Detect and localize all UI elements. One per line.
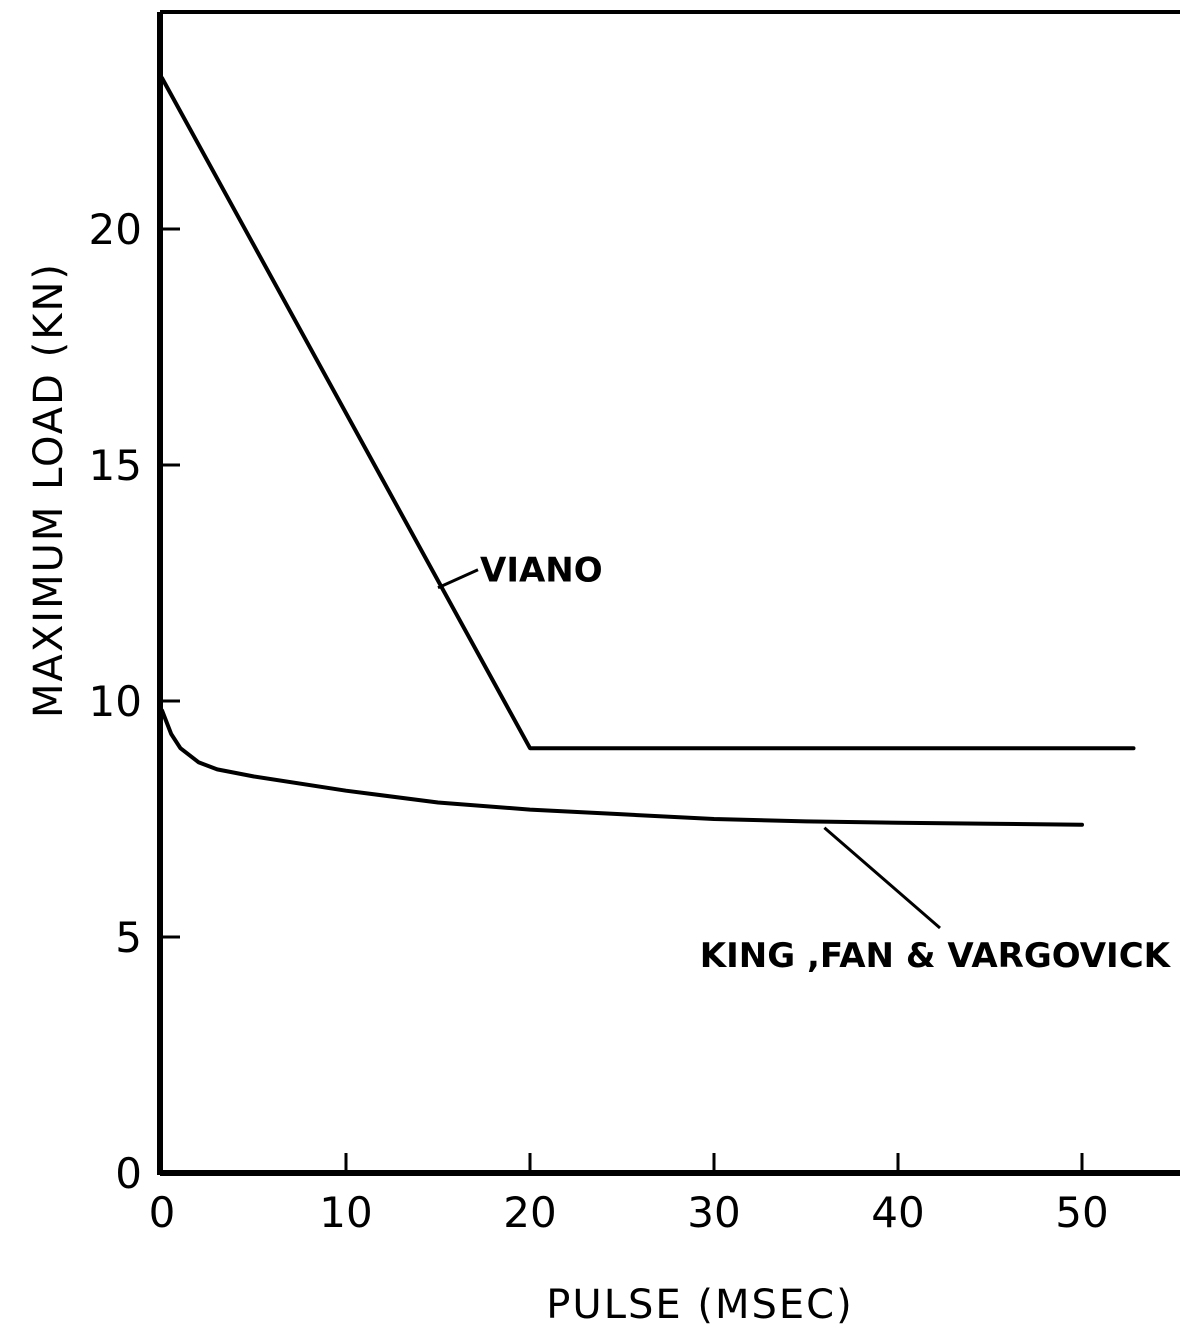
y-axis-title: MAXIMUM LOAD (KN) — [26, 262, 72, 718]
annotation-leader-line — [823, 826, 941, 930]
annotation-layer: VIANO KING ,FAN & VARGOVICK — [437, 551, 1172, 976]
y-tick-label: 0 — [115, 1149, 142, 1198]
x-tick-label: 10 — [319, 1188, 372, 1237]
x-tick-label: 50 — [1055, 1188, 1108, 1237]
x-tick-label: 30 — [687, 1188, 740, 1237]
series-line-viano — [160, 76, 1136, 751]
annotation-label: KING ,FAN & VARGOVICK — [700, 936, 1172, 976]
y-tick-label: 5 — [115, 913, 142, 962]
y-tick-label: 10 — [89, 677, 142, 726]
x-tick-label: 40 — [871, 1188, 924, 1237]
y-axis-ticks: 0 5 10 15 20 — [89, 205, 180, 1198]
x-tick-label: 0 — [149, 1188, 176, 1237]
y-tick-label: 15 — [89, 441, 142, 490]
annotation-leader-line — [437, 568, 479, 590]
plot-frame — [157, 10, 1180, 1176]
series-layer — [160, 76, 1136, 827]
series-line-king-fan-vargovick — [160, 708, 1084, 827]
y-tick-label: 20 — [89, 205, 142, 254]
x-axis-ticks: 0 10 20 30 40 50 — [149, 1153, 1109, 1237]
annotation-label: VIANO — [480, 551, 603, 591]
x-axis-title: PULSE (MSEC) — [546, 1282, 853, 1328]
x-tick-label: 20 — [503, 1188, 556, 1237]
